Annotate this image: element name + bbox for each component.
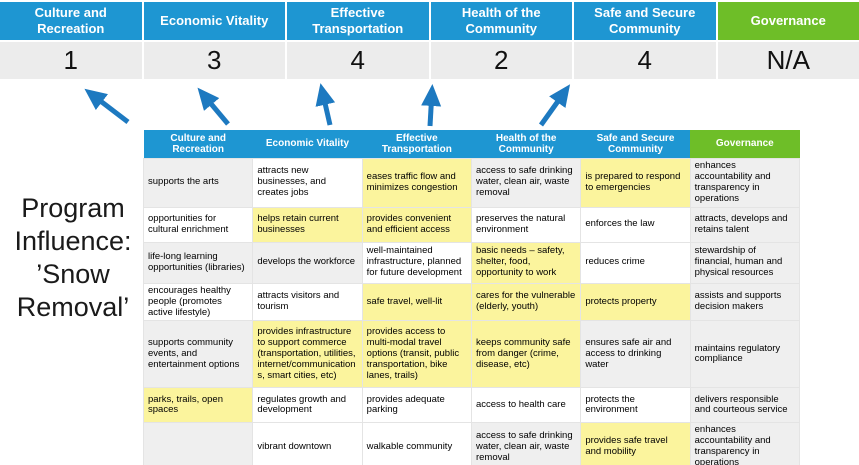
priority-header-effective-transportation: Effective Transportation: [287, 2, 429, 40]
matrix-cell: keeps community safe from danger (crime,…: [470, 320, 582, 389]
matrix-cell: access to safe drinking water, clean air…: [470, 158, 582, 208]
matrix-row: parks, trails, open spaces regulates gro…: [142, 387, 801, 424]
matrix-cell: preserves the natural environment: [470, 206, 582, 243]
up-arrow-icon: [84, 88, 130, 124]
matrix-header-row: Culture and Recreation Economic Vitality…: [143, 130, 800, 159]
matrix-cell: provides infrastructure to support comme…: [252, 320, 363, 389]
score-safe-secure-community: 4: [574, 42, 716, 79]
matrix-table: Culture and Recreation Economic Vitality…: [142, 130, 801, 465]
matrix-cell: [142, 422, 254, 465]
matrix-cell: access to safe drinking water, clean air…: [470, 422, 582, 465]
matrix-cell: life-long learning opportunities (librar…: [142, 241, 254, 284]
matrix-cell: supports the arts: [142, 158, 254, 208]
priority-header-governance: Governance: [717, 2, 859, 40]
priority-header-health-of-community: Health of the Community: [430, 2, 572, 40]
matrix-cell: encourages healthy people (promotes acti…: [142, 282, 254, 322]
score-culture-recreation: 1: [0, 42, 142, 79]
matrix-cell: cares for the vulnerable (elderly, youth…: [470, 282, 582, 322]
matrix-cell: provides safe travel and mobility: [580, 422, 691, 465]
priority-header-row: Culture and Recreation Economic Vitality…: [0, 2, 859, 40]
matrix-cell: is prepared to respond to emergencies: [580, 158, 691, 208]
score-health-of-community: 2: [430, 42, 572, 79]
matrix-cell: provides adequate parking: [361, 387, 472, 424]
matrix-row: life-long learning opportunities (librar…: [142, 241, 801, 284]
score-economic-vitality: 3: [143, 42, 285, 79]
matrix-cell: reduces crime: [580, 241, 691, 284]
matrix-row: supports the arts attracts new businesse…: [142, 158, 801, 208]
up-arrow-icon: [197, 87, 230, 126]
matrix-cell: walkable community: [361, 422, 472, 465]
matrix-cell: helps retain current businesses: [252, 206, 363, 243]
score-effective-transportation: 4: [287, 42, 429, 79]
matrix-cell: attracts, develops and retains talent: [689, 206, 801, 243]
matrix-cell: stewardship of financial, human and phys…: [689, 241, 801, 284]
matrix-cell: safe travel, well-lit: [361, 282, 472, 322]
matrix-cell: opportunities for cultural enrichment: [142, 206, 254, 243]
matrix-cell: maintains regulatory compliance: [689, 320, 801, 389]
matrix-header-economic-vitality: Economic Vitality: [252, 130, 363, 159]
matrix-row: opportunities for cultural enrichment he…: [142, 206, 801, 243]
score-governance: N/A: [717, 42, 859, 79]
matrix-header-effective-transportation: Effective Transportation: [362, 130, 472, 159]
matrix-cell: ensures safe air and access to drinking …: [580, 320, 691, 389]
matrix-header-health-of-community: Health of the Community: [471, 130, 581, 159]
matrix-header-culture-recreation: Culture and Recreation: [143, 130, 253, 159]
matrix-cell: access to health care: [470, 387, 582, 424]
matrix-cell: delivers responsible and courteous servi…: [689, 387, 801, 424]
matrix-cell: supports community events, and entertain…: [142, 320, 254, 389]
priority-header-economic-vitality: Economic Vitality: [143, 2, 285, 40]
matrix-cell: attracts new businesses, and creates job…: [252, 158, 363, 208]
matrix-header-safe-secure-community: Safe and Secure Community: [580, 130, 691, 159]
priority-header-safe-secure-community: Safe and Secure Community: [574, 2, 716, 40]
matrix-cell: well-maintained infrastructure, planned …: [361, 241, 472, 284]
matrix-cell: protects property: [580, 282, 691, 322]
matrix-row: encourages healthy people (promotes acti…: [142, 282, 801, 322]
program-influence-label: Program Influence: ’Snow Removal’: [14, 193, 132, 322]
matrix-cell: eases traffic flow and minimizes congest…: [361, 158, 472, 208]
up-arrow-icon: [315, 83, 336, 126]
matrix-cell: assists and supports decision makers: [689, 282, 801, 322]
matrix-cell: enhances accountability and transparency…: [689, 158, 801, 208]
matrix-cell: enforces the law: [580, 206, 691, 243]
up-arrow-icon: [538, 84, 571, 127]
matrix-cell: provides convenient and efficient access: [361, 206, 472, 243]
matrix-cell: basic needs – safety, shelter, food, opp…: [470, 241, 582, 284]
matrix-cell: parks, trails, open spaces: [142, 387, 254, 424]
up-arrow-icon: [421, 84, 442, 127]
matrix-row: vibrant downtown walkable community acce…: [142, 422, 801, 465]
arrows-layer: [84, 83, 571, 127]
matrix-cell: develops the workforce: [252, 241, 363, 284]
matrix-cell: provides access to multi-modal travel op…: [361, 320, 472, 389]
matrix-cell: vibrant downtown: [252, 422, 363, 465]
priority-header-culture-recreation: Culture and Recreation: [0, 2, 142, 40]
matrix-cell: enhances accountability and transparency…: [689, 422, 801, 465]
priority-score-row: 1 3 4 2 4 N/A: [0, 42, 859, 79]
matrix-cell: attracts visitors and tourism: [252, 282, 363, 322]
matrix-cell: regulates growth and development: [252, 387, 363, 424]
matrix-header-governance: Governance: [690, 130, 800, 159]
matrix-cell: protects the environment: [580, 387, 691, 424]
priority-summary-bar: Culture and Recreation Economic Vitality…: [0, 2, 859, 79]
matrix-row: supports community events, and entertain…: [142, 320, 801, 389]
